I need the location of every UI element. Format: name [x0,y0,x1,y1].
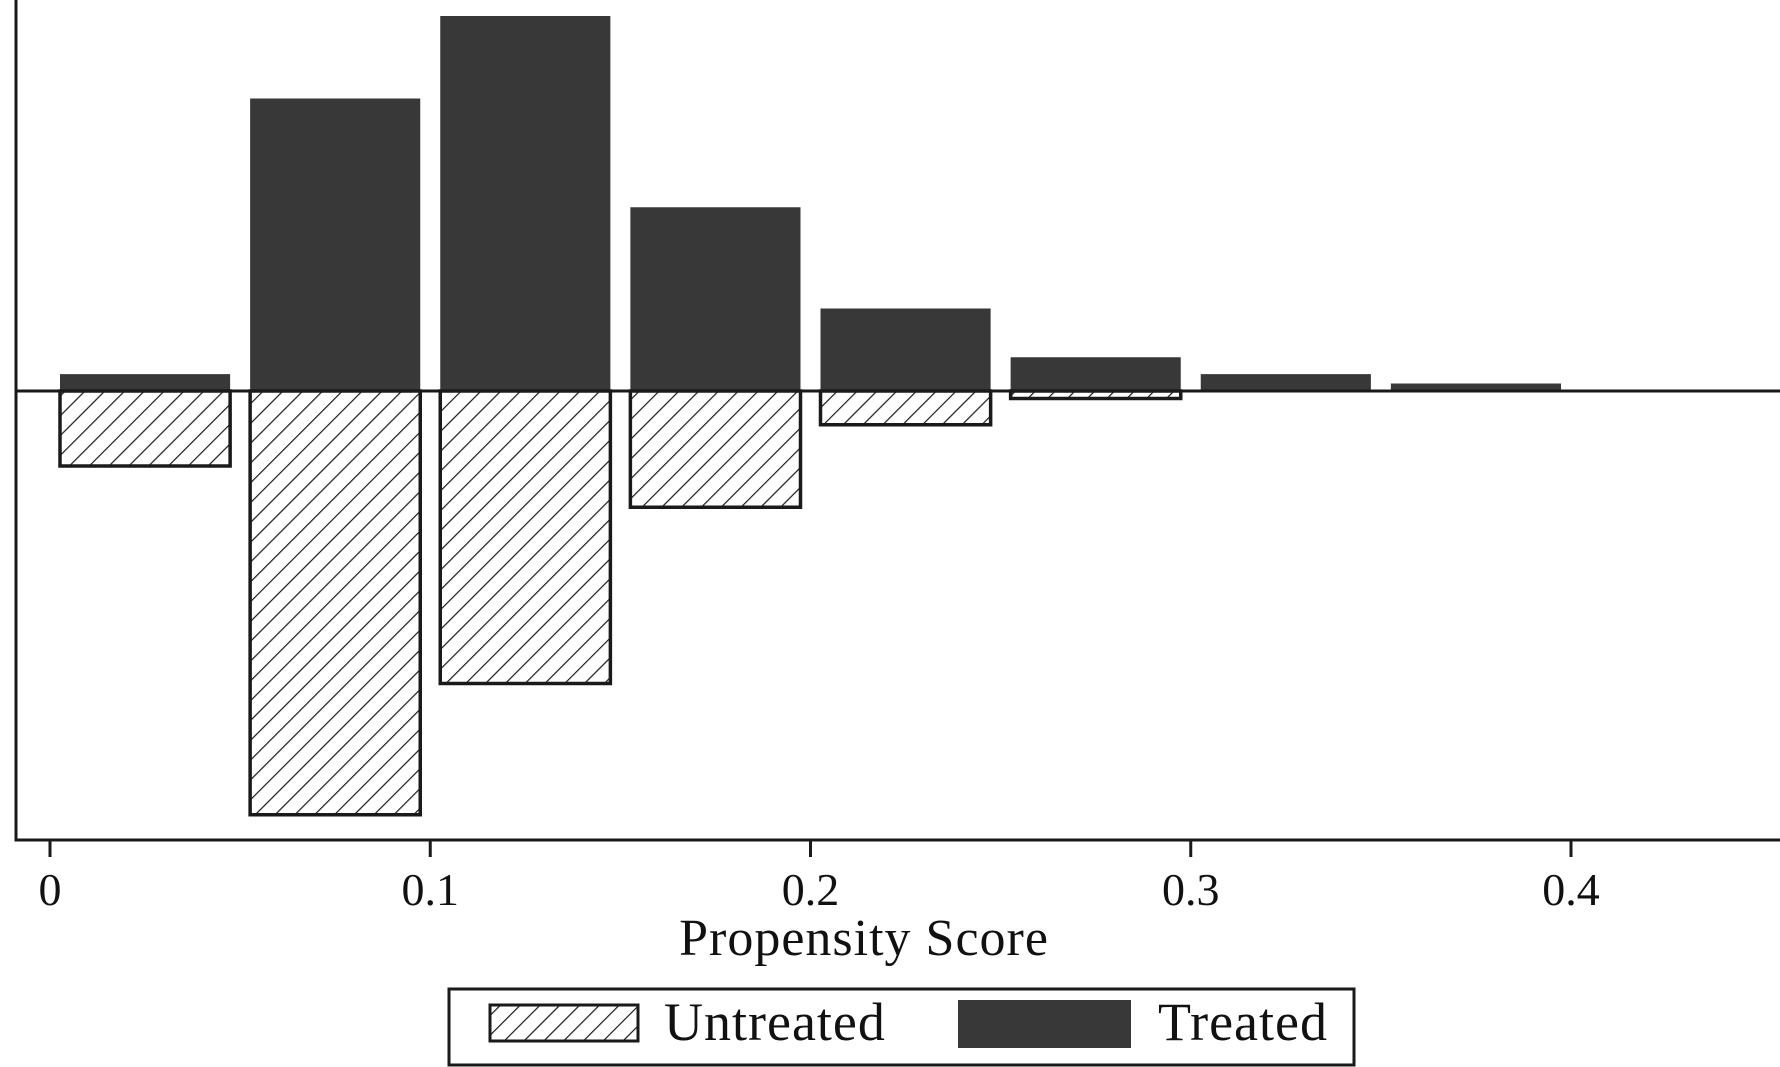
bars-layer [58,16,1561,817]
bar-untreated-3 [628,389,803,509]
x-axis-title: Propensity Score [679,910,1049,967]
legend: Untreated Treated [447,987,1356,1067]
bar-untreated-0 [58,389,232,468]
bar-treated-7 [1390,383,1561,391]
bar-treated-2 [440,16,611,391]
x-tick-label-4: 0.4 [1542,864,1600,915]
legend-label-untreated: Untreated [664,992,886,1052]
x-tick-label-3: 0.3 [1162,864,1220,915]
legend-box [447,987,1356,1067]
bar-untreated-4 [818,389,993,427]
x-tick-label-1: 0.1 [402,864,460,915]
legend-swatch-treated [958,1000,1131,1048]
bar-treated-3 [630,207,801,391]
x-tick-label-2: 0.2 [782,864,840,915]
legend-label-treated: Treated [1158,992,1328,1052]
bar-untreated-1 [248,389,422,817]
legend-swatch-untreated [488,1003,640,1043]
bar-treated-4 [820,308,991,391]
bar-untreated-2 [438,389,613,686]
bar-treated-5 [1010,357,1181,391]
bar-treated-6 [1200,374,1371,391]
x-tick-label-0: 0 [39,864,62,915]
bar-treated-1 [250,98,421,391]
x-axis-ticks: 0 0.1 0.2 0.3 0.4 [39,840,1600,915]
bar-treated-0 [60,374,231,391]
